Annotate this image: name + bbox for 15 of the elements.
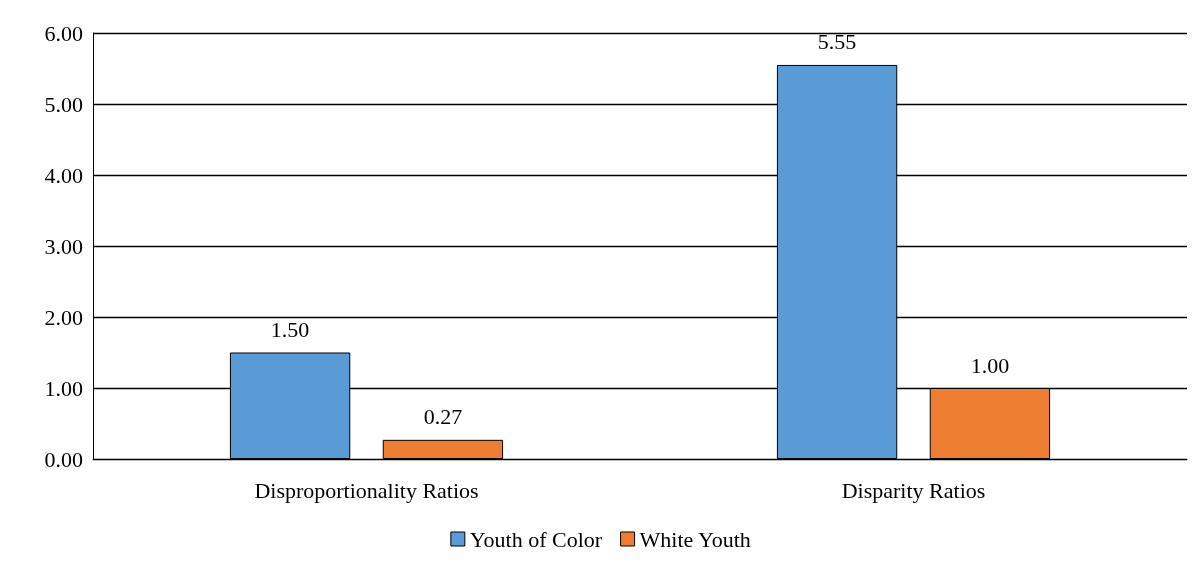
- y-tick-label: 4.00: [44, 162, 83, 188]
- y-tick-label: 1.00: [44, 375, 83, 401]
- data-label: 1.50: [270, 317, 310, 342]
- y-tick-label: 0.00: [44, 446, 83, 472]
- y-tick-label: 6.00: [44, 20, 83, 46]
- x-tick-label: Disproportionality Ratios: [254, 477, 479, 503]
- legend-label: White Youth: [639, 526, 751, 552]
- legend-label: Youth of Color: [469, 526, 603, 552]
- data-label: 5.55: [817, 29, 857, 55]
- y-tick-label: 3.00: [44, 233, 83, 259]
- data-label: 0.27: [423, 404, 463, 430]
- y-tick-label: 2.00: [44, 304, 83, 330]
- y-tick-label: 5.00: [44, 91, 83, 117]
- data-label: 1.00: [970, 352, 1010, 378]
- x-tick-label: Disparity Ratios: [841, 477, 986, 503]
